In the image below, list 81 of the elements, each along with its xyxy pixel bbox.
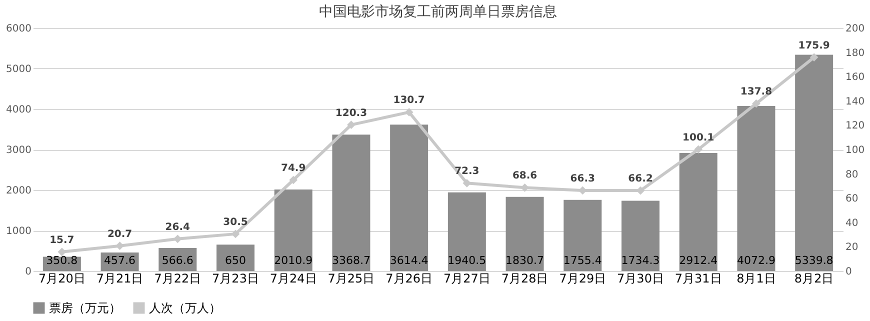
data-label: 650 xyxy=(225,254,246,267)
data-label: 74.9 xyxy=(281,162,306,174)
y-tick-label: 3000 xyxy=(6,145,32,156)
bar xyxy=(795,54,834,271)
y-tick-label: 4000 xyxy=(6,104,32,116)
y2-tick-label: 20 xyxy=(846,242,858,254)
bar xyxy=(216,244,254,271)
x-tick-label: 7月26日 xyxy=(386,272,433,286)
point xyxy=(810,53,818,62)
data-label: 100.1 xyxy=(682,132,714,144)
y-tick-label: 2000 xyxy=(6,186,32,196)
data-label: 566.6 xyxy=(162,254,194,267)
data-label: 66.2 xyxy=(628,174,653,185)
data-label: 1734.3 xyxy=(621,254,660,267)
data-label: 1755.4 xyxy=(563,254,602,267)
y2-tick-label: 200 xyxy=(846,24,865,34)
data-label: 26.4 xyxy=(165,222,190,233)
y2-tick-label: 120 xyxy=(846,120,865,132)
x-tick-label: 7月29日 xyxy=(559,272,606,286)
point xyxy=(347,120,356,130)
x-tick-label: 7月25日 xyxy=(328,272,375,286)
x-tick-label: 8月1日 xyxy=(736,272,776,286)
data-label: 2912.4 xyxy=(679,254,718,267)
data-label: 3368.7 xyxy=(332,254,370,267)
y2-tick-label: 180 xyxy=(846,48,865,59)
bar xyxy=(274,190,312,271)
data-label: 457.6 xyxy=(104,254,136,267)
x-tick-label: 7月30日 xyxy=(617,272,664,286)
point xyxy=(752,99,760,108)
y2-tick-label: 160 xyxy=(846,72,865,84)
bar xyxy=(332,134,370,271)
x-tick-label: 7月23日 xyxy=(212,272,259,286)
data-label: 20.7 xyxy=(107,228,132,240)
y2-tick-label: 80 xyxy=(846,169,858,180)
y2-tick-label: 0 xyxy=(846,266,852,278)
y-tick-label: 0 xyxy=(25,266,32,278)
bar xyxy=(448,192,486,271)
bar xyxy=(506,196,544,271)
chart-title: 中国电影市场复工前两周单日票房信息 xyxy=(319,4,557,20)
point xyxy=(289,176,298,184)
data-label: 4072.9 xyxy=(736,254,776,267)
y2-tick-label: 140 xyxy=(846,96,865,108)
y2-tick-label: 60 xyxy=(846,194,858,205)
y-tick-label: 1000 xyxy=(6,226,32,237)
bar xyxy=(622,200,660,271)
data-label: 1830.7 xyxy=(506,254,544,267)
legend-label: 票房（万元） xyxy=(49,301,121,315)
y2-tick-label: 40 xyxy=(846,218,858,229)
data-label: 66.3 xyxy=(570,173,596,184)
data-label: 68.6 xyxy=(512,170,538,182)
y-tick-label: 5000 xyxy=(6,64,32,75)
data-label: 130.7 xyxy=(393,95,425,106)
x-tick-label: 7月28日 xyxy=(501,272,548,286)
data-label: 120.3 xyxy=(335,108,368,119)
data-label: 3614.4 xyxy=(390,254,428,267)
bar xyxy=(390,124,428,271)
point xyxy=(404,108,414,116)
data-label: 5339.8 xyxy=(794,254,834,267)
x-tick-label: 7月22日 xyxy=(154,272,202,286)
x-tick-label: 7月24日 xyxy=(270,272,317,286)
data-label: 30.5 xyxy=(223,216,248,228)
x-tick-label: 7月20日 xyxy=(38,272,86,286)
x-tick-label: 7月31日 xyxy=(674,272,722,286)
y2-tick-label: 100 xyxy=(846,145,865,156)
x-tick-label: 7月27日 xyxy=(443,272,490,286)
bar xyxy=(679,153,718,271)
data-label: 175.9 xyxy=(798,40,830,52)
data-label: 350.8 xyxy=(46,254,78,267)
data-label: 72.3 xyxy=(454,166,480,178)
data-label: 15.7 xyxy=(50,234,74,246)
x-tick-label: 7月21日 xyxy=(96,272,144,286)
data-label: 137.8 xyxy=(740,86,772,98)
legend-label: 人次（万人） xyxy=(149,301,221,315)
point xyxy=(694,145,703,154)
x-tick-label: 8月2日 xyxy=(794,272,834,286)
bar xyxy=(564,200,602,271)
data-label: 1940.5 xyxy=(448,254,486,267)
data-label: 2010.9 xyxy=(274,254,313,267)
point xyxy=(116,242,124,250)
y-tick-label: 6000 xyxy=(6,24,32,34)
bar xyxy=(737,106,776,271)
